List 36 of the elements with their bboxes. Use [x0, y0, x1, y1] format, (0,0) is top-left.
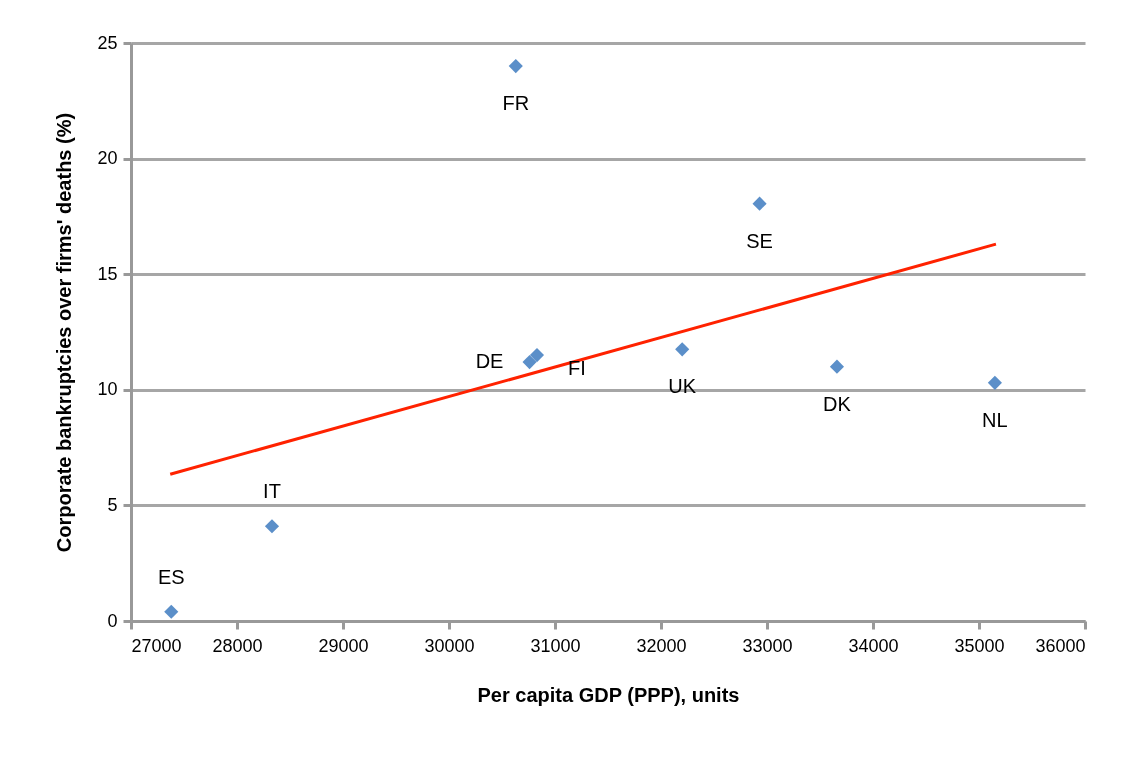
point — [522, 354, 537, 370]
x-tick-label: 35000 — [954, 635, 1005, 656]
x-tick-label: 33000 — [742, 635, 793, 656]
annotation: FI — [568, 357, 586, 380]
point — [508, 59, 523, 74]
x-tick-label: 29000 — [318, 635, 369, 656]
x-tick-label: 34000 — [848, 635, 899, 656]
y-axis-title: Corporate bankruptcies over firms' deaths (%) — [53, 112, 76, 553]
point — [164, 604, 179, 619]
x-tick-label: 31000 — [530, 635, 581, 656]
annotation: UK — [668, 375, 697, 398]
point — [675, 342, 690, 357]
x-tick-label: 27000 — [131, 635, 182, 656]
x-tick-label: 30000 — [424, 635, 475, 656]
y-tick-label: 0 — [107, 610, 118, 631]
annotation: SE — [746, 229, 773, 252]
annotation: DK — [823, 392, 852, 415]
annotation: NL — [982, 408, 1008, 431]
point — [829, 359, 845, 374]
y-tick-label: 20 — [97, 148, 118, 169]
annotation: DE — [475, 350, 504, 373]
point — [987, 375, 1002, 390]
annotation: IT — [263, 480, 281, 503]
annotation: FR — [502, 92, 530, 115]
y-tick-label: 15 — [97, 263, 118, 284]
y-tick-label: 25 — [97, 32, 118, 53]
x-axis-title: Per capita GDP (PPP), units — [477, 683, 740, 706]
point — [529, 348, 545, 363]
y-tick-label: 10 — [97, 379, 118, 400]
x-tick-label: 36000 — [1035, 635, 1086, 656]
point — [752, 196, 767, 211]
x-tick-label: 32000 — [636, 635, 687, 656]
point — [264, 519, 280, 534]
x-tick-label: 28000 — [212, 635, 263, 656]
y-tick-label: 5 — [107, 494, 118, 515]
annotation: ES — [157, 565, 185, 588]
